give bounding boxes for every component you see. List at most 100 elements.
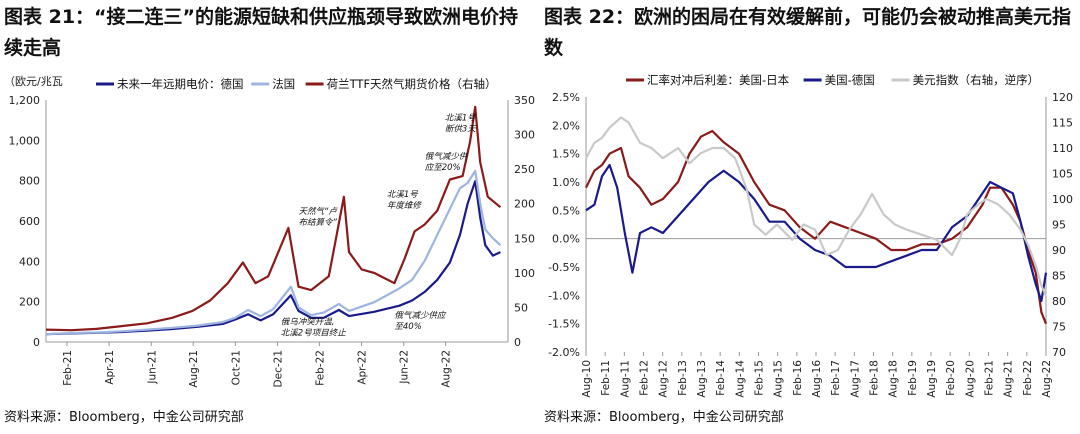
y-tick-label-right: 250: [514, 163, 535, 176]
y-tick-label-right: 105: [1052, 168, 1073, 181]
y-tick-label-left: 0.5%: [552, 204, 580, 217]
legend-label-1: 法国: [272, 77, 295, 91]
y-tick-label-left: 2.5%: [552, 91, 580, 104]
series-line-2: [585, 116, 1048, 297]
annotation-4: 俄气减少供应: [394, 310, 447, 321]
x-tick-label: Feb-14: [715, 360, 727, 396]
y-tick-label-right: 50: [514, 301, 528, 314]
x-tick-label: Aug-18: [888, 360, 900, 398]
y-tick-label-left: 1.5%: [552, 148, 580, 161]
annotation-0: 断供3天: [445, 124, 477, 135]
legend-label-0: 未来一年远期电价：德国: [117, 77, 244, 91]
y-tick-label-left: -2.0%: [548, 346, 580, 359]
x-tick-label: Feb-12: [639, 360, 651, 396]
x-tick-label: Oct-21: [230, 350, 242, 385]
y-tick-label-right: 70: [1052, 346, 1066, 359]
x-tick-label: Aug-14: [734, 360, 746, 398]
x-tick-label: Feb-17: [830, 360, 842, 396]
annotation-1: 应至20%: [425, 162, 461, 173]
y-tick-label-right: 110: [1052, 142, 1073, 155]
x-tick-label: Aug-10: [581, 360, 593, 398]
series-line-0: [585, 129, 1048, 325]
annotation-0: 北溪1号: [445, 113, 476, 124]
x-tick-label: Feb-21: [62, 350, 74, 386]
x-tick-label: Feb-16: [792, 360, 804, 396]
series-line-1: [45, 169, 502, 336]
y-tick-label-left: 400: [19, 255, 40, 268]
x-tick-label: Aug-17: [849, 360, 861, 398]
y-tick-label-right: 90: [1052, 244, 1066, 257]
legend-label-1: 美国-德国: [825, 73, 875, 87]
y-tick-label-left: -1.5%: [548, 318, 580, 331]
x-tick-label: Feb-22: [314, 350, 326, 386]
x-tick-label: Aug-19: [926, 360, 938, 398]
x-tick-label: Aug-21: [188, 350, 200, 388]
annotation-2: 北溪1号: [387, 189, 418, 200]
y-tick-label-right: 75: [1052, 321, 1066, 334]
x-tick-label: Aug-22: [1041, 360, 1053, 398]
y-tick-label-left: 1.0%: [552, 176, 580, 189]
left-chart-panel: 图表 21：“接二连三”的能源短缺和供应瓶颈导致欧洲电价持续走高 0 200 400…: [4, 6, 535, 425]
annotation-1: 俄气减少供: [425, 151, 469, 162]
x-tick-label: Aug-21: [1003, 360, 1015, 398]
x-tick-label: Dec-21: [273, 350, 285, 387]
y-tick-label-right: 0: [514, 336, 521, 349]
annotation-4: 至40%: [394, 322, 421, 332]
x-tick-label: Feb-13: [677, 360, 689, 396]
legend-label-0: 汇率对冲后利差：美国-日本: [647, 73, 790, 87]
x-tick-label: Feb-22: [1022, 360, 1034, 396]
x-tick-label: Aug-13: [696, 360, 708, 398]
y-tick-label-left: 800: [19, 175, 40, 188]
y-tick-label-left: 0: [33, 336, 40, 349]
series-line-1: [585, 163, 1048, 303]
x-tick-label: Apr-22: [357, 350, 369, 385]
x-tick-label: Jun-21: [146, 350, 158, 385]
legend-label-2: 荷兰TTF天然气期货价格（右轴）: [327, 77, 497, 91]
x-tick-label: Feb-21: [984, 360, 996, 396]
y-tick-label-right: 100: [514, 267, 535, 280]
y-tick-label-right: 100: [1052, 193, 1073, 206]
legend-label-2: 美元指数（右轴，逆序）: [913, 73, 1040, 87]
y-tick-label-right: 85: [1052, 270, 1066, 283]
x-tick-label: Aug-16: [811, 360, 823, 398]
annotation-5: 北溪2号项目终止: [281, 328, 346, 339]
y-tick-label-right: 115: [1052, 117, 1073, 130]
x-tick-label: Aug-20: [964, 360, 976, 398]
y-tick-label-left: 1,000: [9, 134, 41, 147]
y-tick-label-left: -0.5%: [548, 261, 580, 274]
annotation-2: 年度维修: [387, 200, 423, 211]
y-axis-left-title: （欧元/兆瓦: [4, 75, 63, 88]
x-tick-label: Apr-21: [104, 350, 116, 385]
y-tick-label-left: 600: [19, 215, 40, 228]
y-tick-label-right: 350: [514, 94, 535, 107]
right-chart-source: 资料来源：Bloomberg，中金公司研究部: [544, 410, 784, 425]
x-tick-label: Jun-22: [399, 350, 411, 385]
left-chart-svg: 0 200 400 600 800 1,000 1,200 0 50 100 150 200 250 30…: [4, 75, 535, 388]
y-tick-label-left: 200: [19, 296, 40, 309]
right-chart-panel: 图表 22：欧洲的困局在有效缓解前，可能仍会被动推高美元指数 -2.0% -1.5…: [540, 0, 1080, 434]
y-tick-label-left: 2.0%: [552, 119, 580, 132]
y-tick-label-right: 80: [1052, 295, 1066, 308]
series-line-2: [45, 105, 502, 332]
x-tick-label: Aug-11: [619, 360, 631, 398]
annotation-3: 布结算令”: [298, 217, 337, 228]
y-tick-label-right: 150: [514, 232, 535, 245]
annotation-5: 俄乌冲突升温,: [281, 317, 335, 328]
x-tick-label: Aug-22: [441, 350, 453, 388]
x-tick-label: Feb-15: [754, 360, 766, 396]
left-chart-source: 资料来源：Bloomberg，中金公司研究部: [4, 410, 244, 425]
y-tick-label-right: 120: [1052, 91, 1073, 104]
y-tick-label-right: 95: [1052, 219, 1066, 232]
right-chart-title: 图表 22：欧洲的困局在有效缓解前，可能仍会被动推高美元指数: [544, 6, 1072, 59]
x-tick-label: Feb-11: [600, 360, 612, 396]
y-tick-label-right: 200: [514, 198, 535, 211]
x-tick-label: Aug-12: [658, 360, 670, 398]
y-tick-label-right: 300: [514, 129, 535, 142]
x-tick-label: Feb-19: [907, 360, 919, 396]
y-tick-label-left: -1.0%: [548, 289, 580, 302]
right-chart-svg: -2.0% -1.5% -1.0% -0.5% 0.0% 0.5% 1.0% 1.5% 2.0%…: [548, 73, 1073, 398]
y-tick-label-left: 0.0%: [552, 233, 580, 246]
series-line-0: [45, 180, 501, 336]
left-chart-title: 图表 21：“接二连三”的能源短缺和供应瓶颈导致欧洲电价持续走高: [4, 6, 519, 59]
x-tick-label: Aug-15: [773, 360, 785, 398]
